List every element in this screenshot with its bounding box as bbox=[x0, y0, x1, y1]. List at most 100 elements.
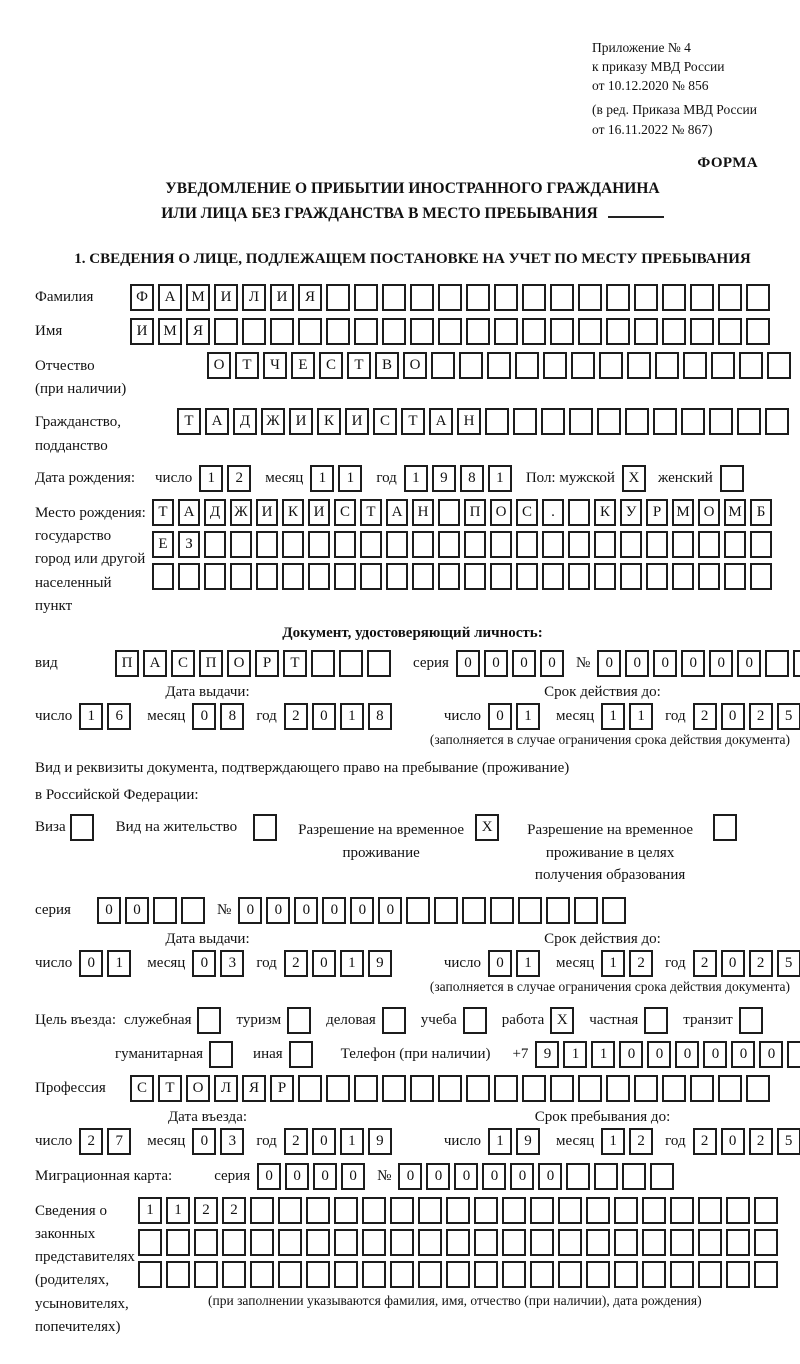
char-cell[interactable] bbox=[278, 1196, 302, 1224]
char-cell[interactable] bbox=[542, 562, 564, 590]
char-cell[interactable]: П bbox=[464, 498, 486, 526]
char-cell[interactable]: 2 bbox=[283, 703, 308, 731]
char-cell[interactable]: 0 bbox=[311, 703, 336, 731]
char-cell[interactable] bbox=[726, 1228, 750, 1256]
residence-permit-checkbox[interactable] bbox=[253, 814, 278, 842]
char-cell[interactable] bbox=[386, 562, 408, 590]
char-cell[interactable]: 0 bbox=[488, 703, 513, 731]
char-cell[interactable] bbox=[586, 1260, 610, 1288]
char-cell[interactable]: А bbox=[178, 498, 200, 526]
char-cell[interactable] bbox=[614, 1196, 638, 1224]
char-cell[interactable]: С bbox=[130, 1074, 154, 1102]
char-cell[interactable] bbox=[181, 896, 205, 924]
char-cell[interactable] bbox=[166, 1228, 190, 1256]
char-cell[interactable] bbox=[326, 1074, 350, 1102]
char-cell[interactable]: 1 bbox=[339, 949, 364, 977]
char-cell[interactable]: С bbox=[373, 408, 397, 436]
char-cell[interactable]: А bbox=[205, 408, 229, 436]
char-cell[interactable] bbox=[737, 408, 761, 436]
char-cell[interactable] bbox=[550, 1074, 574, 1102]
char-cell[interactable] bbox=[620, 562, 642, 590]
char-cell[interactable] bbox=[466, 283, 490, 311]
char-cell[interactable] bbox=[462, 896, 487, 924]
char-cell[interactable] bbox=[382, 1074, 406, 1102]
char-cell[interactable] bbox=[541, 408, 565, 436]
char-cell[interactable] bbox=[746, 283, 770, 311]
visa-checkbox[interactable] bbox=[69, 814, 94, 842]
char-cell[interactable]: Т bbox=[401, 408, 425, 436]
char-cell[interactable] bbox=[724, 562, 746, 590]
char-cell[interactable]: 0 bbox=[483, 650, 508, 678]
char-cell[interactable]: 1 bbox=[563, 1040, 588, 1068]
char-cell[interactable] bbox=[362, 1228, 386, 1256]
char-cell[interactable]: О bbox=[698, 498, 720, 526]
char-cell[interactable]: 0 bbox=[720, 703, 745, 731]
char-cell[interactable] bbox=[502, 1260, 526, 1288]
char-cell[interactable]: . bbox=[542, 498, 564, 526]
char-cell[interactable] bbox=[650, 1162, 675, 1190]
char-cell[interactable] bbox=[204, 562, 226, 590]
char-cell[interactable] bbox=[606, 1074, 630, 1102]
purpose-transit-checkbox[interactable] bbox=[738, 1006, 763, 1034]
char-cell[interactable] bbox=[250, 1196, 274, 1224]
sex-male-checkbox[interactable]: X bbox=[621, 464, 646, 492]
char-cell[interactable]: 2 bbox=[748, 703, 773, 731]
char-cell[interactable] bbox=[681, 408, 705, 436]
char-cell[interactable] bbox=[278, 1260, 302, 1288]
char-cell[interactable]: 2 bbox=[222, 1196, 246, 1224]
char-cell[interactable] bbox=[750, 562, 772, 590]
char-cell[interactable]: Д bbox=[204, 498, 226, 526]
char-cell[interactable]: 0 bbox=[311, 1127, 336, 1155]
char-cell[interactable]: 0 bbox=[313, 1162, 338, 1190]
char-cell[interactable] bbox=[298, 1074, 322, 1102]
char-cell[interactable]: Р bbox=[646, 498, 668, 526]
char-cell[interactable]: 0 bbox=[488, 949, 513, 977]
temp-residence-checkbox[interactable]: X bbox=[475, 814, 500, 842]
char-cell[interactable]: Л bbox=[242, 283, 266, 311]
char-cell[interactable]: 3 bbox=[220, 1127, 245, 1155]
char-cell[interactable] bbox=[709, 408, 733, 436]
char-cell[interactable]: 0 bbox=[311, 949, 336, 977]
char-cell[interactable]: И bbox=[345, 408, 369, 436]
char-cell[interactable] bbox=[194, 1260, 218, 1288]
char-cell[interactable]: П bbox=[199, 650, 223, 678]
char-cell[interactable] bbox=[362, 1260, 386, 1288]
char-cell[interactable] bbox=[334, 1228, 358, 1256]
char-cell[interactable] bbox=[530, 1196, 554, 1224]
char-cell[interactable] bbox=[311, 650, 335, 678]
char-cell[interactable]: 1 bbox=[516, 703, 541, 731]
char-cell[interactable]: О bbox=[227, 650, 251, 678]
char-cell[interactable]: 2 bbox=[629, 949, 654, 977]
char-cell[interactable] bbox=[490, 530, 512, 558]
char-cell[interactable] bbox=[599, 351, 623, 379]
char-cell[interactable]: 0 bbox=[125, 896, 149, 924]
char-cell[interactable]: И bbox=[130, 317, 154, 345]
char-cell[interactable]: 1 bbox=[601, 949, 626, 977]
purpose-humanitarian-checkbox[interactable] bbox=[209, 1040, 234, 1068]
char-cell[interactable]: И bbox=[256, 498, 278, 526]
char-cell[interactable] bbox=[418, 1260, 442, 1288]
char-cell[interactable]: Н bbox=[457, 408, 481, 436]
char-cell[interactable] bbox=[546, 896, 571, 924]
char-cell[interactable] bbox=[646, 562, 668, 590]
char-cell[interactable] bbox=[698, 562, 720, 590]
char-cell[interactable] bbox=[566, 1162, 591, 1190]
char-cell[interactable]: 0 bbox=[97, 896, 121, 924]
char-cell[interactable]: 5 bbox=[776, 1127, 800, 1155]
char-cell[interactable] bbox=[362, 1196, 386, 1224]
char-cell[interactable] bbox=[765, 408, 789, 436]
char-cell[interactable] bbox=[550, 317, 574, 345]
char-cell[interactable] bbox=[410, 1074, 434, 1102]
char-cell[interactable] bbox=[602, 896, 627, 924]
char-cell[interactable] bbox=[634, 283, 658, 311]
char-cell[interactable] bbox=[614, 1228, 638, 1256]
char-cell[interactable] bbox=[530, 1228, 554, 1256]
char-cell[interactable] bbox=[446, 1196, 470, 1224]
char-cell[interactable]: О bbox=[207, 351, 231, 379]
char-cell[interactable]: 2 bbox=[194, 1196, 218, 1224]
char-cell[interactable] bbox=[683, 351, 707, 379]
char-cell[interactable]: В bbox=[375, 351, 399, 379]
char-cell[interactable]: 1 bbox=[339, 1127, 364, 1155]
char-cell[interactable]: 0 bbox=[709, 650, 734, 678]
char-cell[interactable] bbox=[138, 1260, 162, 1288]
